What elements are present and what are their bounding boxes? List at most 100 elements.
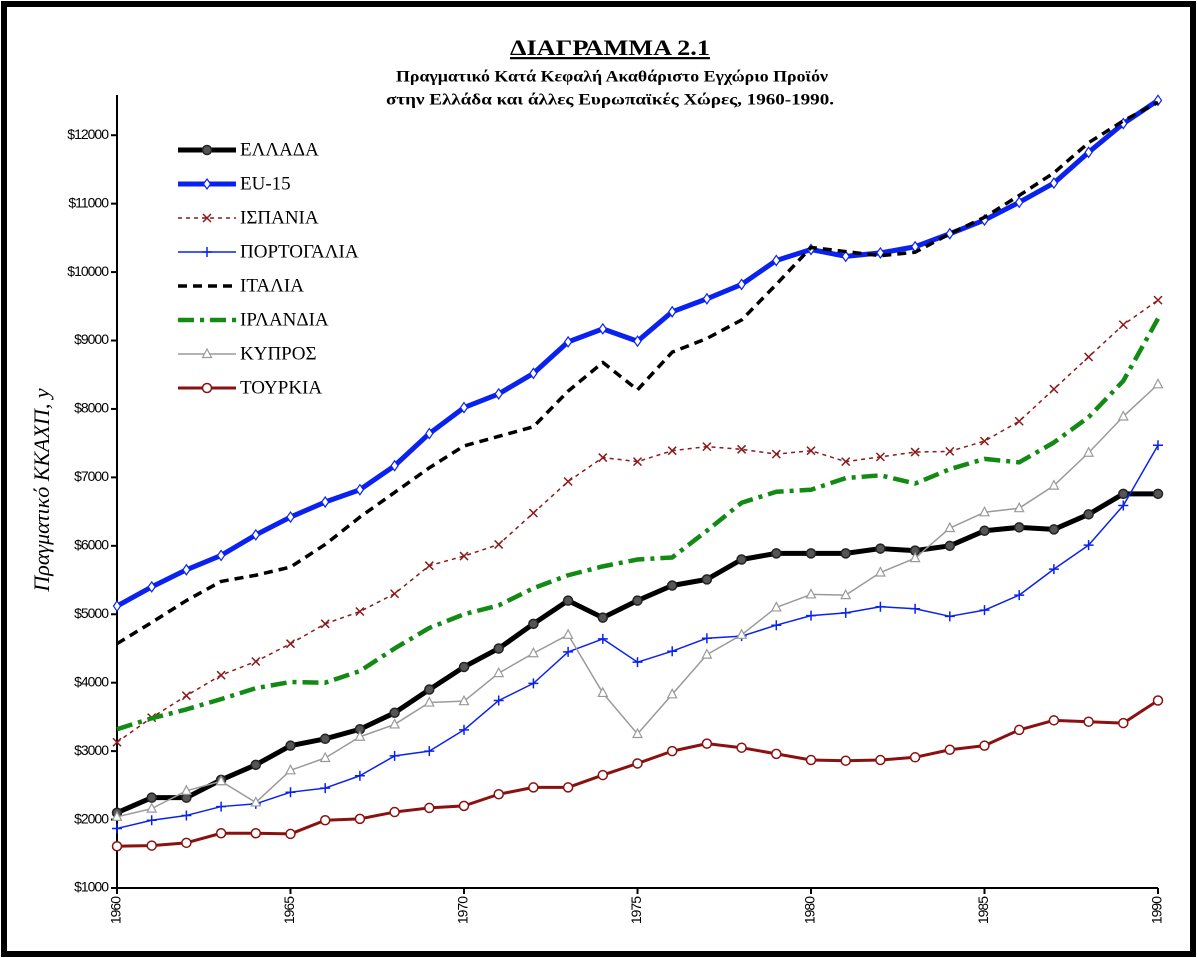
marker [563, 476, 573, 487]
y-tick-label: $3000 [74, 742, 109, 758]
marker [389, 806, 400, 818]
marker [528, 782, 539, 793]
legend-label: ΙΣΠΑΝΙΑ [240, 207, 319, 228]
marker [702, 442, 712, 452]
marker [840, 588, 852, 600]
marker [528, 678, 539, 689]
marker [666, 745, 678, 757]
marker [562, 782, 574, 793]
marker [389, 718, 401, 729]
marker [1152, 378, 1164, 389]
marker [182, 563, 191, 576]
marker [841, 457, 851, 467]
series-line [116, 100, 1159, 646]
marker [285, 639, 296, 649]
legend-label: ΤΟΥΡΚΙΑ [240, 377, 322, 398]
marker [181, 691, 191, 701]
y-tick-label: $7000 [74, 468, 109, 484]
marker [633, 335, 642, 348]
marker [771, 748, 782, 760]
marker [736, 742, 747, 753]
marker [250, 828, 262, 839]
marker [390, 459, 399, 472]
marker [701, 648, 713, 659]
y-tick-label: $12000 [67, 126, 109, 142]
marker [527, 646, 539, 658]
marker [875, 543, 886, 554]
marker [424, 746, 435, 757]
marker [1013, 522, 1025, 533]
x-tick-label: 1980 [802, 896, 818, 924]
marker [354, 730, 366, 741]
marker [875, 754, 886, 766]
marker [771, 548, 782, 559]
marker [597, 686, 609, 698]
marker [1118, 488, 1129, 500]
chart-title: ΔΙΑΓΡΑΜΜΑ 2.1 [510, 35, 710, 60]
marker [598, 322, 608, 335]
marker [702, 292, 712, 305]
legend-label: ΙΤΑΛΙΑ [240, 275, 304, 296]
marker [1014, 590, 1025, 601]
legend-marker [202, 177, 212, 191]
marker [597, 612, 609, 623]
y-tick-label: $10000 [67, 263, 109, 279]
marker [770, 601, 782, 612]
marker [390, 589, 400, 599]
chart-subtitle: Πραγματικό Κατά Κεφαλή Ακαθάριστο Εγχώρι… [396, 69, 828, 86]
marker [910, 447, 920, 457]
marker [701, 574, 713, 585]
legend-marker [202, 213, 212, 223]
marker [562, 628, 574, 639]
marker [320, 619, 330, 629]
marker [667, 305, 677, 318]
marker [459, 551, 469, 561]
marker [1153, 440, 1163, 451]
marker [632, 457, 643, 467]
marker [528, 618, 539, 630]
marker [875, 452, 885, 462]
marker [944, 540, 956, 552]
series-line [116, 317, 1160, 732]
marker [286, 511, 295, 524]
marker [319, 751, 331, 763]
marker [737, 278, 746, 291]
marker [979, 605, 990, 616]
marker [841, 250, 850, 263]
marker [458, 800, 470, 812]
marker [771, 449, 781, 459]
marker [493, 695, 504, 706]
marker [285, 828, 296, 840]
marker [1013, 724, 1025, 736]
marker [458, 661, 470, 673]
marker [597, 769, 609, 781]
marker [1084, 146, 1093, 159]
x-tick-label: 1965 [281, 896, 297, 924]
x-tick-label: 1985 [975, 896, 991, 924]
marker [840, 607, 851, 618]
legend-label: ΚΥΠΡΟΣ [240, 343, 317, 364]
marker [1083, 509, 1094, 520]
marker [1152, 695, 1164, 706]
marker [667, 446, 677, 456]
marker [146, 802, 158, 813]
marker [876, 246, 885, 259]
x-tick-label: 1970 [455, 896, 471, 924]
marker [1083, 716, 1094, 727]
marker [701, 633, 712, 644]
marker [701, 738, 713, 749]
marker [632, 727, 643, 739]
marker [285, 764, 296, 775]
marker [424, 561, 434, 571]
marker [1083, 540, 1094, 551]
marker [250, 759, 262, 771]
marker [111, 841, 123, 852]
y-tick-label: $6000 [74, 537, 109, 553]
marker [1118, 500, 1129, 511]
marker [424, 684, 435, 695]
marker [529, 367, 538, 380]
marker [840, 548, 851, 559]
marker [112, 823, 122, 834]
marker [597, 633, 608, 644]
